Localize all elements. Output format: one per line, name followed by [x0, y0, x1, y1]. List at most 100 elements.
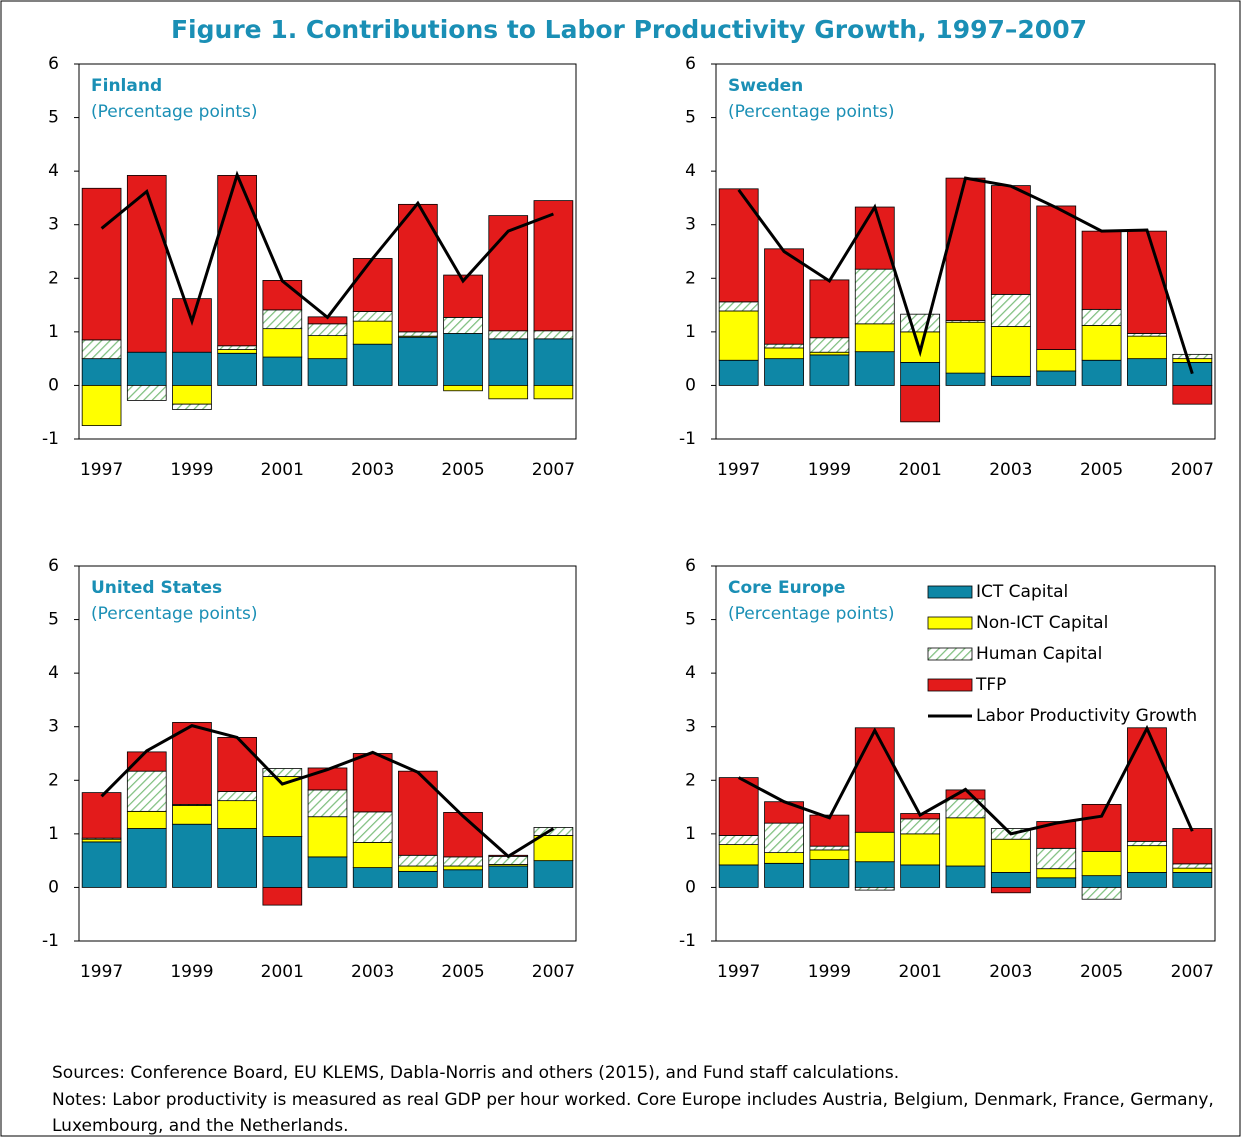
bar — [1036, 349, 1077, 372]
y-tick-label: 6 — [48, 556, 59, 576]
bar — [352, 343, 393, 386]
bar — [172, 823, 212, 888]
y-tick-label: 0 — [48, 877, 59, 897]
x-tick-label: 1999 — [808, 962, 851, 982]
bar — [1127, 727, 1167, 842]
x-tick-label: 2003 — [989, 460, 1032, 480]
bar — [352, 311, 393, 322]
bar — [352, 811, 393, 843]
bar — [1127, 335, 1167, 360]
legend-label: TFP — [975, 675, 1006, 695]
bar — [533, 827, 574, 836]
bar — [217, 175, 257, 347]
bar — [1172, 361, 1213, 386]
bar — [1036, 847, 1077, 870]
y-tick-label: 6 — [685, 54, 696, 74]
bar — [262, 280, 303, 311]
y-tick-label: 6 — [685, 556, 696, 576]
y-tick-label: 0 — [685, 877, 696, 897]
bar — [81, 838, 122, 843]
x-tick-label: 2007 — [532, 460, 575, 480]
bar — [443, 865, 483, 871]
sources: Sources: Conference Board, EU KLEMS, Dab… — [52, 1063, 900, 1083]
y-tick-label: 2 — [48, 268, 59, 288]
y-tick-label: -1 — [42, 931, 59, 951]
legend-swatch — [927, 647, 973, 661]
x-tick-label: 2001 — [261, 962, 304, 982]
bar — [854, 887, 895, 891]
bar — [81, 385, 122, 427]
bar — [854, 206, 895, 270]
bar — [809, 337, 850, 353]
x-tick-label: 1997 — [717, 962, 760, 982]
bar — [854, 727, 895, 833]
y-tick-label: 3 — [48, 717, 59, 737]
plot-area — [715, 565, 1216, 942]
legend-label: ICT Capital — [976, 582, 1068, 602]
bar — [1081, 325, 1122, 361]
bar — [352, 842, 393, 869]
legend-label: Labor Productivity Growth — [976, 706, 1197, 726]
bar — [533, 835, 574, 862]
bar — [217, 349, 257, 354]
x-tick-label: 1999 — [808, 460, 851, 480]
x-tick-label: 2007 — [1171, 460, 1214, 480]
bar — [945, 177, 986, 322]
bar — [718, 777, 759, 836]
y-tick-label: 2 — [685, 268, 696, 288]
y-tick-label: 3 — [685, 215, 696, 235]
y-tick-label: 3 — [685, 717, 696, 737]
bar — [1081, 887, 1122, 900]
bar — [854, 831, 895, 863]
bar — [990, 887, 1031, 894]
y-tick-label: 1 — [685, 322, 696, 342]
bar — [172, 351, 212, 386]
y-tick-label: 4 — [48, 663, 59, 683]
bar — [307, 816, 348, 858]
y-tick-label: 5 — [685, 108, 696, 128]
bar — [398, 870, 438, 888]
bar — [262, 328, 303, 358]
bar — [1081, 875, 1122, 888]
bar — [718, 864, 759, 888]
x-tick-label: 2003 — [351, 460, 394, 480]
bar — [854, 268, 895, 325]
panel-title: Sweden — [728, 76, 803, 96]
bar — [488, 330, 529, 340]
plot-area — [78, 63, 577, 440]
bar — [854, 351, 895, 386]
bar — [172, 722, 212, 805]
bar — [809, 859, 850, 888]
bar — [764, 347, 804, 360]
bar — [990, 375, 1031, 386]
panel-title: United States — [91, 578, 222, 598]
x-tick-label: 1999 — [170, 962, 213, 982]
bar — [217, 800, 257, 829]
plot-area — [78, 565, 577, 942]
bar — [488, 385, 529, 400]
bar — [718, 301, 759, 312]
y-tick-label: 4 — [685, 663, 696, 683]
bar — [1127, 230, 1167, 334]
bar — [443, 869, 483, 888]
x-tick-label: 2001 — [899, 460, 942, 480]
y-tick-label: 1 — [685, 824, 696, 844]
bar — [900, 313, 941, 333]
y-tick-label: 2 — [48, 770, 59, 790]
panel-title: Finland — [91, 76, 162, 96]
bar — [764, 852, 804, 864]
bar — [809, 849, 850, 860]
bar — [172, 403, 212, 410]
notes: Notes: Labor productivity is measured as… — [52, 1090, 1214, 1136]
bar — [809, 351, 850, 356]
bar — [1172, 863, 1213, 869]
bar — [1172, 828, 1213, 865]
line — [737, 176, 1194, 375]
line — [100, 724, 555, 859]
y-tick-label: -1 — [42, 429, 59, 449]
y-tick-label: 4 — [685, 161, 696, 181]
bar — [533, 860, 574, 888]
bar — [764, 801, 804, 824]
figure-title: Figure 1. Contributions to Labor Product… — [171, 15, 1087, 44]
bar — [217, 352, 257, 386]
